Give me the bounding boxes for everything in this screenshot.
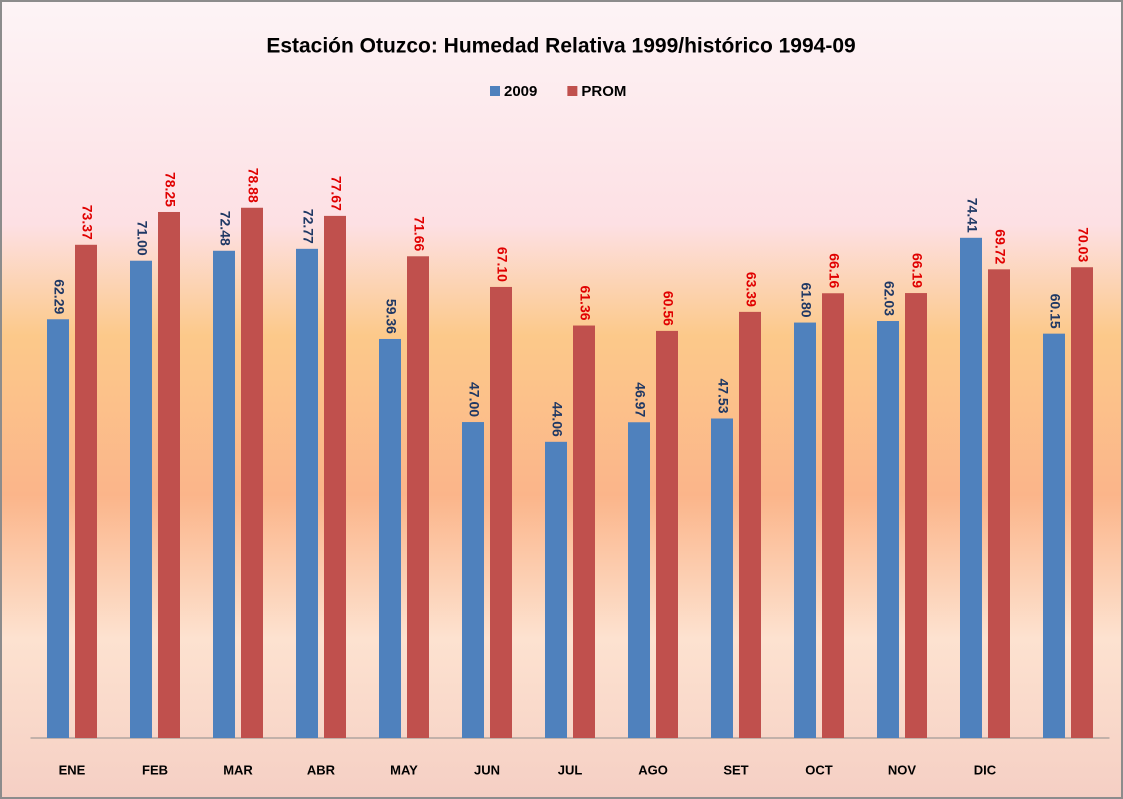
bar (960, 237, 982, 738)
bar (1043, 333, 1065, 738)
data-label: 77.67 (328, 176, 344, 211)
chart-title: Estación Otuzco: Humedad Relativa 1999/h… (266, 35, 855, 58)
data-label: 62.29 (51, 279, 67, 314)
data-label: 47.53 (715, 378, 731, 413)
x-tick-label: FEB (142, 762, 168, 777)
bar (213, 250, 235, 739)
x-tick-label: MAR (223, 762, 253, 777)
data-label: 60.56 (660, 291, 676, 326)
bar (628, 422, 650, 738)
bar (905, 293, 927, 738)
bar (324, 215, 346, 738)
data-label: 71.00 (134, 221, 150, 256)
data-label: 63.39 (743, 272, 759, 307)
bar (656, 330, 678, 738)
data-label: 60.15 (1047, 294, 1063, 329)
data-label: 44.06 (549, 402, 565, 437)
data-label: 78.25 (162, 172, 178, 207)
bar (490, 286, 512, 738)
data-label: 78.88 (245, 168, 261, 203)
data-label: 62.03 (881, 281, 897, 316)
data-label: 69.72 (992, 229, 1008, 264)
bar (379, 338, 401, 738)
legend-swatch (567, 86, 578, 96)
bar (573, 325, 595, 738)
x-tick-label: ABR (307, 762, 336, 777)
data-label: 74.41 (964, 198, 980, 233)
data-label: 67.10 (494, 247, 510, 282)
data-label: 72.77 (300, 209, 316, 244)
bar (130, 260, 152, 738)
x-tick-label: AGO (638, 762, 668, 777)
bar (988, 269, 1010, 738)
x-tick-label: OCT (805, 762, 833, 777)
data-label: 66.16 (826, 253, 842, 288)
legend-swatch (490, 86, 500, 96)
bar (545, 441, 567, 738)
x-tick-label: MAY (390, 762, 418, 777)
data-label: 72.48 (217, 211, 233, 246)
bar (241, 207, 263, 739)
x-tick-label: ENE (59, 762, 86, 777)
data-label: 61.80 (798, 283, 814, 318)
x-tick-label: JUN (474, 762, 500, 777)
bar (296, 248, 318, 738)
bar (711, 418, 733, 738)
bar (75, 244, 97, 738)
bar (158, 211, 180, 739)
data-label: 46.97 (632, 382, 648, 417)
bar (407, 256, 429, 738)
bar (877, 321, 899, 738)
bar (1071, 267, 1093, 738)
legend-label: PROM (581, 83, 626, 100)
data-label: 73.37 (79, 205, 95, 240)
data-label: 71.66 (411, 216, 427, 251)
data-label: 66.19 (909, 253, 925, 288)
x-tick-label: JUL (558, 762, 583, 777)
bar (47, 319, 69, 738)
x-tick-label: NOV (888, 762, 917, 777)
bar (739, 311, 761, 738)
legend-label: 2009 (504, 83, 537, 100)
data-label: 61.36 (577, 285, 593, 320)
x-tick-label: SET (723, 762, 748, 777)
bar (822, 293, 844, 738)
bar (462, 422, 484, 738)
bar (794, 322, 816, 738)
data-label: 70.03 (1075, 227, 1091, 262)
data-label: 47.00 (466, 382, 482, 417)
x-tick-label: DIC (974, 762, 997, 777)
data-label: 59.36 (383, 299, 399, 334)
